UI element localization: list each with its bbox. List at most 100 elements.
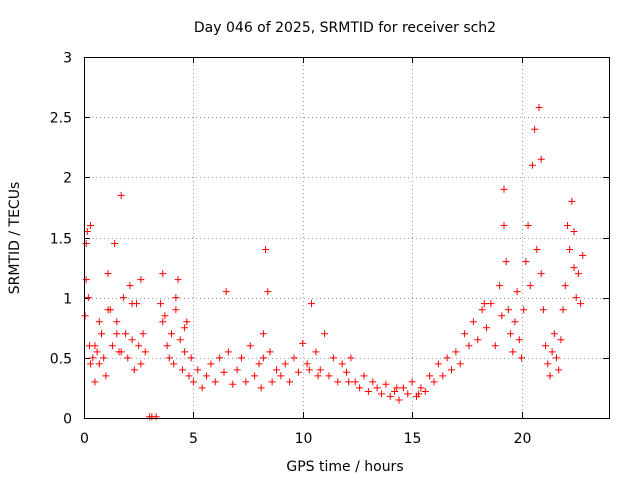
data-point <box>242 378 250 386</box>
data-point <box>321 330 329 338</box>
data-point <box>559 306 567 314</box>
data-point <box>312 348 320 356</box>
data-point <box>117 191 125 199</box>
data-point <box>305 366 313 374</box>
data-point <box>290 354 298 362</box>
data-point <box>528 161 536 169</box>
y-tick-label: 1.5 <box>50 232 72 248</box>
data-point <box>222 288 230 296</box>
data-point <box>469 318 477 326</box>
data-point <box>500 185 508 193</box>
data-point <box>550 330 558 338</box>
data-point <box>478 306 486 314</box>
data-point <box>262 246 270 254</box>
data-point <box>535 104 543 112</box>
data-point <box>498 312 506 320</box>
data-point <box>82 240 90 248</box>
data-point <box>408 378 416 386</box>
data-point <box>522 258 530 266</box>
data-point <box>259 330 267 338</box>
data-point <box>504 306 512 314</box>
y-axis-label: SRMTID / TECUs <box>7 182 23 295</box>
x-tick-label: 15 <box>404 431 422 447</box>
data-point <box>224 348 232 356</box>
data-point <box>356 384 364 392</box>
data-point <box>216 354 224 362</box>
data-point <box>515 336 523 344</box>
data-point <box>163 342 171 350</box>
data-point <box>104 306 112 314</box>
data-point <box>364 388 372 396</box>
data-point <box>391 388 399 396</box>
data-point <box>172 306 180 314</box>
data-point <box>426 372 434 380</box>
data-point <box>277 372 285 380</box>
data-point <box>286 378 294 386</box>
data-point <box>98 330 105 338</box>
data-point <box>531 125 539 133</box>
y-tick-labels: 0 0.5 1 1.5 2 2.5 3 <box>50 51 72 428</box>
data-point <box>509 348 517 356</box>
data-point <box>491 342 499 350</box>
data-point <box>81 312 89 320</box>
data-point <box>421 388 429 396</box>
data-point <box>537 270 545 278</box>
data-point <box>168 330 175 338</box>
data-point <box>198 384 206 392</box>
data-point <box>456 360 464 368</box>
data-point <box>187 354 195 362</box>
data-point <box>220 368 228 376</box>
data-point <box>211 378 219 386</box>
data-point <box>360 372 368 380</box>
data-point <box>91 342 99 350</box>
data-point <box>500 221 508 229</box>
x-tick-label: 5 <box>189 431 198 447</box>
data-point <box>104 270 112 278</box>
data-point <box>524 221 532 229</box>
data-point <box>102 372 110 380</box>
data-point <box>268 378 276 386</box>
data-point <box>141 348 149 356</box>
data-point <box>434 360 442 368</box>
data-point <box>128 336 136 344</box>
data-point <box>526 282 534 290</box>
data-point <box>351 378 359 386</box>
data-point <box>113 318 121 326</box>
data-point <box>189 378 197 386</box>
data-point <box>257 384 265 392</box>
data-point <box>308 300 315 308</box>
data-point <box>566 246 574 254</box>
data-point <box>577 300 585 308</box>
data-point <box>334 378 342 386</box>
data-point <box>568 197 576 205</box>
data-point <box>281 360 289 368</box>
data-point <box>533 246 541 254</box>
data-point <box>563 221 571 229</box>
data-point <box>185 372 193 380</box>
data-point <box>264 288 272 296</box>
x-tick-label: 20 <box>514 431 532 447</box>
data-point <box>329 354 337 362</box>
data-point <box>369 378 377 386</box>
data-point <box>84 294 92 302</box>
data-point <box>461 330 469 338</box>
data-point <box>165 354 173 362</box>
data-point <box>119 294 127 302</box>
data-point <box>555 366 563 374</box>
data-point <box>572 294 580 302</box>
data-point <box>415 390 423 398</box>
data-point <box>579 252 587 260</box>
data-point <box>95 360 103 368</box>
data-point <box>570 227 578 235</box>
data-point <box>378 390 385 398</box>
data-point <box>393 384 401 392</box>
data-point <box>574 270 582 278</box>
data-marks <box>81 104 587 421</box>
data-point <box>386 392 394 400</box>
data-point <box>176 336 184 344</box>
data-point <box>87 221 95 229</box>
data-point <box>347 354 355 362</box>
data-point <box>537 155 545 163</box>
